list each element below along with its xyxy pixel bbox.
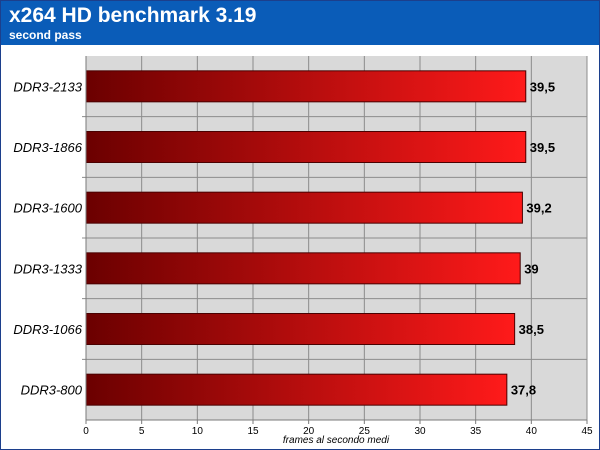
tick-label: 25 <box>359 426 371 437</box>
category-label: DDR3-1600 <box>13 201 82 216</box>
tick-label: 30 <box>414 426 426 437</box>
value-label: 39,5 <box>530 79 555 94</box>
bar-ddr3-1066 <box>85 313 516 345</box>
tick-label: 35 <box>470 426 482 437</box>
value-label: 39,5 <box>530 140 555 155</box>
value-label: 37,8 <box>511 383 536 398</box>
bar-ddr3-1600 <box>85 191 523 224</box>
value-label: 38,5 <box>519 322 544 337</box>
chart-subtitle: second pass <box>9 28 82 42</box>
tick-label: 40 <box>526 426 538 437</box>
bar-ddr3-1333 <box>85 252 521 285</box>
x-axis-title: frames al secondo medi <box>283 435 390 446</box>
tick-label: 20 <box>303 426 315 437</box>
tick-label: 0 <box>83 426 89 437</box>
category-label: DDR3-1866 <box>13 140 82 155</box>
chart-title: x264 HD benchmark 3.19 <box>9 4 257 27</box>
value-label: 39 <box>524 261 538 276</box>
tick-label: 15 <box>247 426 259 437</box>
category-label: DDR3-1333 <box>13 261 82 276</box>
tick-label: 5 <box>139 426 145 437</box>
chart-header: x264 HD benchmark 3.19 second pass <box>1 1 599 45</box>
category-label: DDR3-800 <box>21 383 83 398</box>
value-label: 39,2 <box>526 201 551 216</box>
category-label: DDR3-2133 <box>13 79 82 94</box>
bar-ddr3-800 <box>85 373 508 406</box>
bar-ddr3-2133 <box>85 70 527 103</box>
bar-ddr3-1866 <box>85 131 527 163</box>
category-label: DDR3-1066 <box>13 322 82 337</box>
tick-label: 45 <box>581 426 593 437</box>
tick-label: 10 <box>192 426 204 437</box>
